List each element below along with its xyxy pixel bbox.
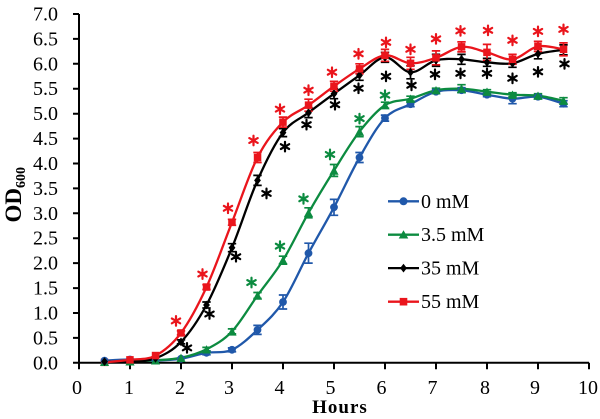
svg-text:1.5: 1.5: [33, 278, 58, 300]
svg-text:6.5: 6.5: [33, 28, 58, 50]
svg-text:0 mM: 0 mM: [421, 191, 470, 213]
svg-text:5.0: 5.0: [33, 103, 58, 125]
svg-text:4: 4: [275, 377, 285, 399]
svg-text:2.0: 2.0: [33, 253, 58, 275]
svg-text:1: 1: [124, 377, 134, 399]
svg-text:5: 5: [326, 377, 336, 399]
svg-text:8: 8: [480, 377, 490, 399]
svg-text:3: 3: [224, 377, 234, 399]
svg-text:2.5: 2.5: [33, 228, 58, 250]
svg-text:3.5 mM: 3.5 mM: [421, 224, 485, 246]
svg-text:6: 6: [377, 377, 387, 399]
svg-text:2: 2: [175, 377, 185, 399]
svg-text:0.5: 0.5: [33, 327, 58, 349]
svg-text:10: 10: [578, 377, 598, 399]
svg-text:7: 7: [428, 377, 438, 399]
svg-text:Hours: Hours: [312, 397, 368, 418]
svg-text:7.0: 7.0: [33, 4, 58, 26]
svg-text:5.5: 5.5: [33, 78, 58, 100]
svg-text:9: 9: [530, 377, 540, 399]
svg-text:0: 0: [72, 377, 82, 399]
svg-text:3.5: 3.5: [33, 178, 58, 200]
svg-text:4.0: 4.0: [33, 153, 58, 175]
svg-text:4.5: 4.5: [33, 128, 58, 150]
svg-text:35 mM: 35 mM: [421, 258, 480, 280]
svg-text:0.0: 0.0: [33, 352, 58, 374]
svg-text:55 mM: 55 mM: [421, 291, 480, 313]
svg-text:1.0: 1.0: [33, 303, 58, 325]
svg-text:6.0: 6.0: [33, 53, 58, 75]
svg-text:3.0: 3.0: [33, 203, 58, 225]
